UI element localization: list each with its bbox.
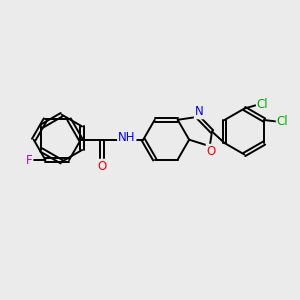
Text: Cl: Cl <box>257 98 268 111</box>
Text: F: F <box>26 154 32 166</box>
Text: N: N <box>195 105 203 119</box>
Text: NH: NH <box>118 131 136 144</box>
Text: O: O <box>98 160 106 173</box>
Text: Cl: Cl <box>277 115 288 128</box>
Text: O: O <box>207 145 216 158</box>
